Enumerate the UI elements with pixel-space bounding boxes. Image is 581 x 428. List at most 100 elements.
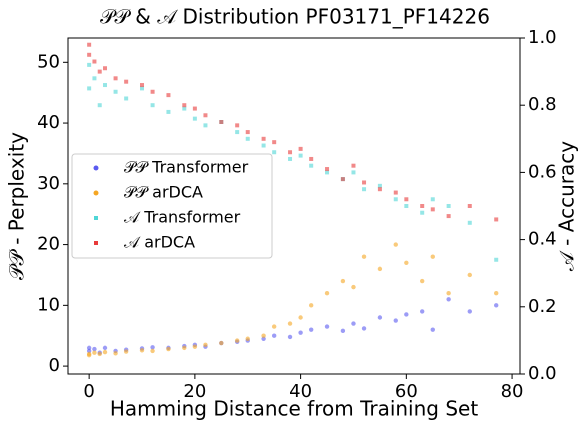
point [446, 204, 451, 208]
point [86, 348, 92, 354]
point [467, 309, 472, 314]
point [102, 345, 108, 351]
y2-tick-label: 0.8 [528, 94, 557, 115]
point [494, 217, 499, 222]
point [97, 351, 102, 357]
point [308, 327, 314, 332]
point [124, 79, 129, 84]
point [430, 197, 435, 202]
point [430, 254, 435, 259]
point [494, 290, 499, 296]
point [139, 348, 145, 353]
point [325, 170, 330, 175]
point [182, 103, 187, 108]
point [166, 109, 171, 114]
point [288, 156, 293, 161]
point [446, 214, 451, 219]
point [113, 351, 118, 356]
point [288, 150, 293, 155]
point [92, 346, 97, 352]
legend-marker [93, 190, 99, 196]
legend-marker [94, 216, 98, 220]
point [245, 336, 250, 341]
point [340, 177, 345, 182]
point [420, 204, 425, 208]
point [140, 86, 145, 91]
point [393, 242, 398, 247]
point [261, 136, 266, 141]
point [430, 327, 435, 332]
y2-axis-label: 𝒜 - Accuracy [555, 141, 579, 271]
y-tick-label: 30 [37, 173, 60, 194]
point [86, 345, 92, 351]
point [102, 349, 108, 355]
point [150, 103, 155, 108]
point [219, 340, 224, 346]
x-tick-label: 0 [83, 381, 94, 402]
point [377, 315, 383, 320]
x-tick-label: 20 [183, 381, 206, 402]
point [340, 278, 346, 284]
y2-tick-label: 0.6 [528, 161, 557, 182]
x-axis-label: Hamming Distance from Training Set [110, 397, 479, 421]
point [467, 204, 472, 208]
point [324, 290, 330, 296]
point [467, 220, 472, 225]
point [182, 106, 187, 111]
point [377, 187, 382, 192]
point [192, 344, 198, 349]
point [404, 260, 409, 266]
point [203, 113, 208, 118]
x-tick-label: 60 [395, 381, 418, 402]
point [192, 116, 197, 121]
point [446, 297, 451, 302]
point [182, 345, 187, 351]
point [362, 180, 367, 185]
point [361, 326, 367, 331]
point [86, 352, 92, 358]
point [325, 167, 330, 172]
legend-marker [93, 165, 99, 171]
point [309, 156, 314, 161]
point [203, 342, 208, 348]
point [393, 318, 398, 323]
point [235, 123, 240, 128]
point [92, 350, 97, 355]
point [87, 62, 92, 67]
point [404, 312, 409, 317]
point [150, 345, 155, 350]
point [245, 130, 250, 135]
y2-tick-label: 0.4 [528, 229, 557, 250]
y2-tick-label: 0.0 [528, 363, 557, 384]
point [287, 321, 293, 326]
y-tick-label: 0 [49, 355, 60, 376]
y2-tick-label: 0.2 [528, 296, 557, 317]
point [340, 328, 346, 334]
y-tick-label: 10 [37, 294, 60, 315]
legend-marker [94, 241, 98, 245]
point [234, 338, 240, 343]
point [272, 140, 277, 145]
x-tick-label: 40 [289, 381, 312, 402]
point [494, 303, 499, 308]
y-tick-label: 40 [37, 112, 60, 133]
legend-label: 𝒫𝒫 arDCA [124, 183, 203, 202]
point [419, 309, 425, 314]
point [324, 324, 330, 329]
point [235, 130, 240, 135]
point [298, 330, 303, 335]
plot-frame [67, 37, 521, 375]
point [494, 257, 499, 262]
point [393, 190, 398, 195]
point [309, 163, 314, 168]
point [298, 315, 303, 320]
point [124, 96, 129, 101]
point [192, 106, 197, 111]
point [87, 42, 92, 47]
point [166, 93, 171, 98]
point [351, 163, 356, 168]
point [393, 197, 398, 202]
point [308, 303, 314, 308]
point [362, 187, 367, 192]
